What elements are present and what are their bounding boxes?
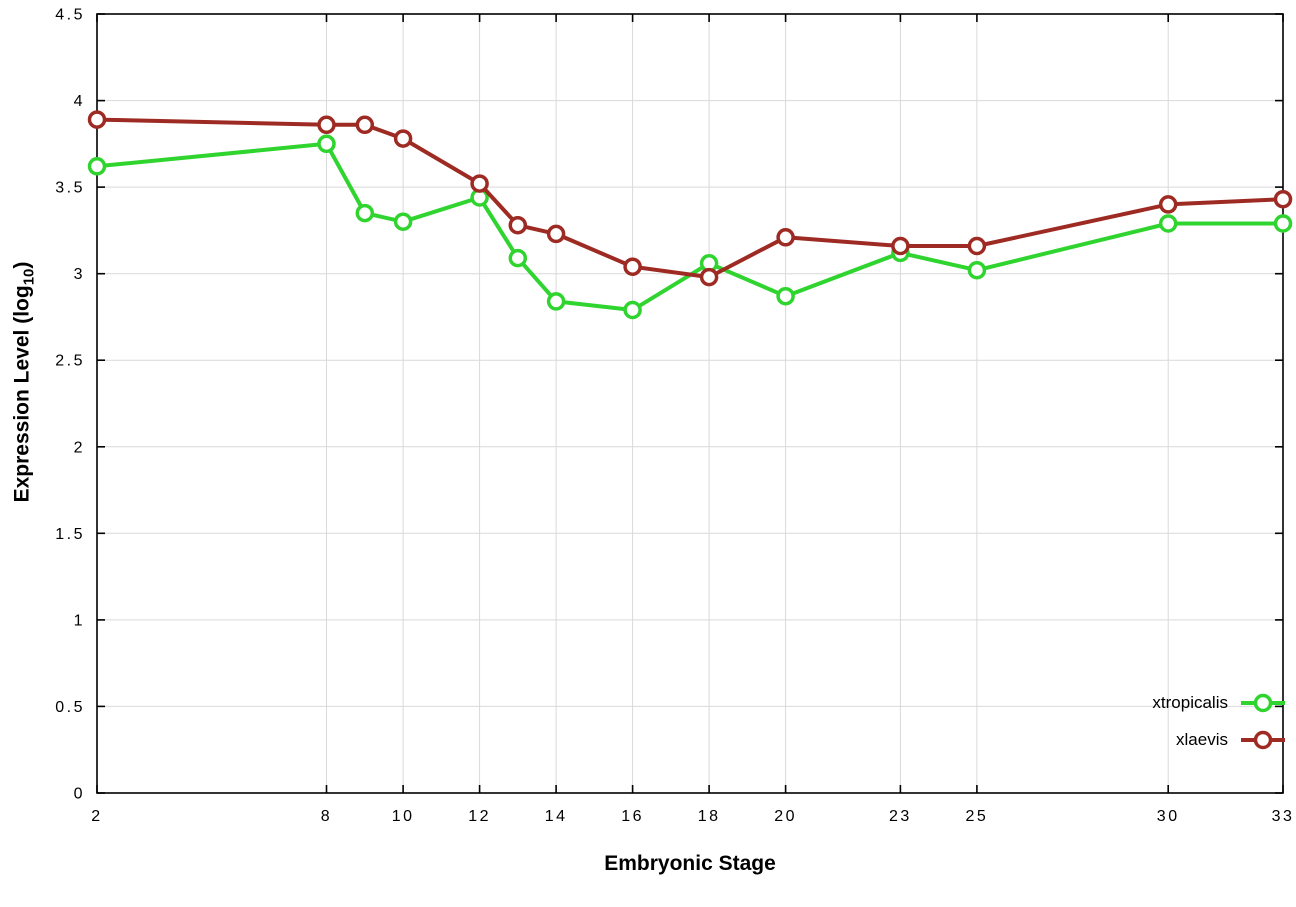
data-point-xlaevis: [623, 257, 642, 276]
legend-item-xlaevis: xlaevis: [1152, 729, 1288, 751]
x-tick-label: 16: [621, 808, 644, 825]
y-axis-label-suffix: ): [10, 261, 34, 269]
y-tick-label: 2.5: [55, 353, 85, 370]
x-tick-label: 8: [321, 808, 332, 825]
legend-marker-xlaevis: [1241, 730, 1285, 750]
data-point-xtropicalis: [623, 300, 642, 320]
data-point-xtropicalis: [1273, 214, 1293, 233]
data-point-xtropicalis: [317, 134, 336, 154]
data-point-xtropicalis: [1158, 214, 1178, 233]
data-point-xlaevis: [317, 115, 336, 135]
data-point-xlaevis: [393, 129, 413, 148]
y-tick-label: 3: [74, 266, 85, 283]
x-tick-label: 25: [966, 808, 989, 825]
y-tick-label: 1: [74, 612, 85, 629]
series-line-xtropicalis: [95, 141, 1285, 312]
x-tick-label: 23: [889, 808, 912, 825]
x-tick-label: 30: [1157, 808, 1180, 825]
x-tick-label: 33: [1272, 808, 1295, 825]
data-point-xlaevis: [776, 228, 795, 247]
data-point-xtropicalis: [508, 248, 528, 268]
y-axis-label: Expression Level (log10): [10, 262, 37, 503]
legend-marker-xtropicalis: [1241, 693, 1285, 713]
x-tick-label: 18: [698, 808, 721, 825]
y-tick-label: 0: [74, 786, 85, 803]
data-point-xtropicalis: [546, 292, 566, 311]
plot-border: [96, 13, 1284, 794]
x-tick-label: 20: [774, 808, 797, 825]
data-point-xtropicalis: [355, 203, 375, 223]
y-axis-label-text: Expression Level (log: [10, 285, 34, 503]
data-point-xlaevis: [546, 224, 566, 244]
x-tick-label: 14: [545, 808, 568, 825]
series-line-xlaevis: [95, 117, 1285, 280]
data-point-xlaevis: [699, 267, 719, 287]
data-point-xlaevis: [1158, 195, 1178, 214]
x-tick-label: 2: [91, 808, 102, 825]
legend-item-xtropicalis: xtropicalis: [1152, 692, 1288, 714]
y-tick-label: 3.5: [55, 180, 85, 197]
y-tick-label: 4.5: [55, 7, 85, 24]
y-tick-label: 2: [74, 439, 85, 456]
y-tick-label: 4: [74, 93, 85, 110]
legend: xtropicalis xlaevis: [1152, 692, 1288, 751]
data-point-xlaevis: [967, 236, 987, 256]
data-point-xtropicalis: [967, 260, 987, 280]
y-tick-label: 1.5: [55, 526, 85, 543]
data-point-xlaevis: [508, 215, 528, 235]
x-tick-label: 12: [468, 808, 491, 825]
y-axis-label-subscript: 10: [20, 268, 38, 286]
data-point-xtropicalis: [776, 286, 795, 306]
x-axis-label: Embryonic Stage: [604, 852, 776, 875]
legend-label-xlaevis: xlaevis: [1176, 730, 1228, 749]
data-point-xlaevis: [1273, 189, 1293, 209]
data-point-xlaevis: [355, 115, 375, 135]
data-point-xtropicalis: [87, 157, 107, 176]
y-tick-label: 0.5: [55, 699, 85, 716]
x-tick-label: 10: [392, 808, 415, 825]
data-point-xlaevis: [891, 236, 910, 256]
data-point-xlaevis: [470, 174, 489, 193]
data-point-xlaevis: [87, 110, 107, 129]
legend-label-xtropicalis: xtropicalis: [1152, 693, 1228, 712]
data-point-xtropicalis: [393, 212, 413, 231]
